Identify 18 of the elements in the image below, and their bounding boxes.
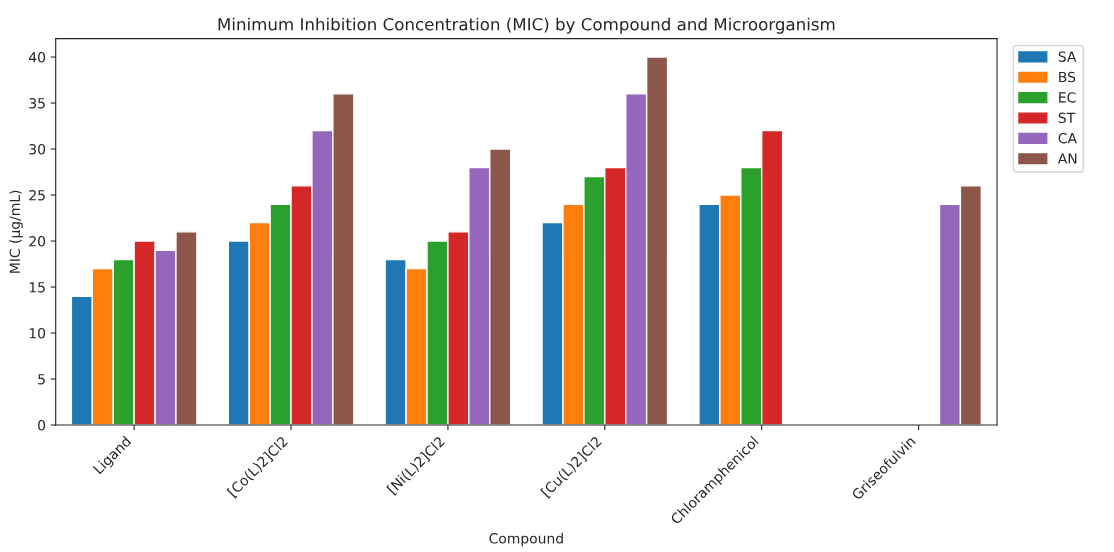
y-tick-label: 30 [29,144,46,155]
y-tick-label: 5 [38,374,45,385]
y-tick-label: 0 [38,420,46,431]
legend-label: CA [1058,132,1077,144]
y-axis-title: MIC (µg/mL) [9,190,23,273]
y-tick-label: 40 [28,52,46,63]
legend-label: ST [1058,112,1076,124]
x-axis-title: Compound [489,532,563,547]
y-tick-label: 15 [29,282,45,293]
y-tick-label: 10 [29,328,46,339]
y-tick-label: 25 [29,190,45,201]
legend-label: EC [1059,92,1076,103]
y-tick-label: 35 [29,98,45,109]
legend-label: SA [1058,51,1077,62]
chart-title: Minimum Inhibition Concentration (MIC) by Compound and Microorganism [218,17,835,34]
legend-label: BS [1059,71,1076,83]
y-tick-label: 20 [29,236,46,247]
legend-label: AN [1057,153,1077,164]
